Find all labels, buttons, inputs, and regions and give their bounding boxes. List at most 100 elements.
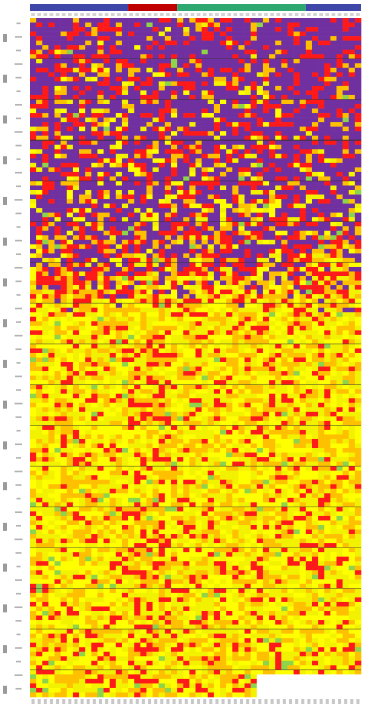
heatmap-cell (256, 131, 264, 136)
heatmap-cell (232, 27, 239, 32)
heatmap-cell (115, 199, 123, 204)
heatmap-cell (232, 58, 239, 64)
heatmap-cell (97, 126, 104, 132)
heatmap-cell (354, 276, 362, 281)
heatmap-cell (121, 18, 129, 23)
heatmap-cell (293, 94, 300, 100)
heatmap-cell (318, 171, 325, 177)
heatmap-cell (85, 393, 92, 399)
heatmap-cell (60, 199, 68, 204)
heatmap-cell (342, 339, 350, 345)
heatmap-cell (207, 208, 215, 213)
heatmap-cell (164, 122, 172, 127)
heatmap-cell (60, 307, 68, 313)
heatmap-cell (220, 371, 227, 376)
heatmap-cell (103, 257, 110, 263)
heatmap-cell (134, 352, 141, 358)
heatmap-cell (79, 49, 86, 55)
heatmap-cell (305, 135, 313, 141)
heatmap-cell (164, 153, 172, 159)
heatmap-cell (109, 203, 117, 209)
heatmap-cell (177, 298, 184, 304)
heatmap-cell (299, 171, 307, 177)
heatmap-cell (170, 180, 178, 186)
heatmap-cell (121, 316, 129, 322)
heatmap-cell (30, 375, 37, 381)
heatmap-cell (348, 85, 356, 91)
heatmap-cell (305, 334, 313, 340)
heatmap-cell (348, 280, 356, 286)
heatmap-cell (177, 307, 184, 313)
heatmap-cell (244, 357, 251, 363)
heatmap-cell (189, 85, 196, 91)
heatmap-cell (244, 425, 251, 431)
heatmap-cell (54, 276, 61, 281)
heatmap-cell (244, 176, 251, 182)
heatmap-cell (66, 280, 74, 286)
heatmap-cell (164, 63, 172, 69)
heatmap-cell (232, 131, 239, 136)
heatmap-cell (287, 407, 294, 413)
heatmap-cell (109, 217, 117, 222)
heatmap-cell (121, 199, 129, 204)
heatmap-cell (324, 325, 331, 331)
heatmap-cell (42, 194, 49, 200)
heatmap-cell (348, 217, 356, 222)
heatmap-cell (305, 99, 313, 105)
heatmap-cell (97, 67, 104, 73)
heatmap-cell (54, 429, 61, 435)
heatmap-cell (115, 325, 123, 331)
heatmap-cell (244, 49, 251, 55)
heatmap-cell (262, 257, 270, 263)
heatmap-cell (97, 407, 104, 413)
heatmap-cell (72, 199, 80, 204)
heatmap-cell (293, 131, 300, 136)
heatmap-cell (195, 362, 202, 367)
heatmap-cell (311, 280, 319, 286)
heatmap-cell (226, 76, 233, 82)
heatmap-cell (109, 49, 117, 55)
heatmap-cell (121, 325, 129, 331)
heatmap-cell (269, 122, 276, 127)
heatmap-cell (318, 357, 325, 363)
heatmap-cell (238, 49, 245, 55)
heatmap-cell (299, 389, 307, 395)
heatmap-cell (79, 194, 86, 200)
heatmap-cell (54, 402, 61, 408)
heatmap-cell (158, 108, 166, 114)
heatmap-cell (232, 257, 239, 263)
heatmap-cell (324, 230, 331, 236)
row-group-label-mark (3, 482, 7, 491)
heatmap-cell (342, 140, 350, 146)
heatmap-cell (238, 371, 245, 376)
heatmap-cell (195, 117, 202, 123)
heatmap-cell (91, 271, 98, 277)
heatmap-cell (60, 294, 68, 299)
heatmap-cell (128, 63, 135, 69)
heatmap-cell (318, 40, 325, 46)
heatmap-cell (54, 384, 61, 390)
heatmap-cell (220, 398, 227, 404)
heatmap-cell (293, 303, 300, 309)
heatmap-cell (336, 303, 343, 309)
heatmap-cell (36, 194, 43, 200)
heatmap-cell (54, 339, 61, 345)
heatmap-cell (140, 239, 147, 245)
heatmap-cell (256, 40, 264, 46)
heatmap-cell (152, 85, 160, 91)
heatmap-cell (146, 312, 153, 318)
heatmap-cell (146, 343, 153, 349)
heatmap-cell (287, 253, 294, 259)
heatmap-cell (281, 334, 288, 340)
heatmap-cell (262, 266, 270, 272)
heatmap-cell (281, 126, 288, 132)
heatmap-cell (36, 420, 43, 426)
heatmap-cell (324, 199, 331, 204)
heatmap-cell (281, 221, 288, 227)
heatmap-cell (128, 140, 135, 146)
heatmap-cell (183, 235, 190, 241)
heatmap-cell (85, 316, 92, 322)
heatmap-cell (201, 221, 209, 227)
heatmap-cell (262, 393, 270, 399)
heatmap-cell (256, 289, 264, 295)
